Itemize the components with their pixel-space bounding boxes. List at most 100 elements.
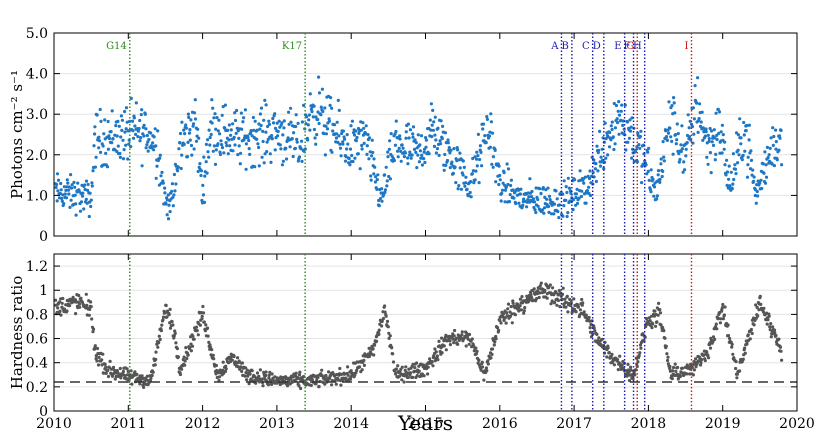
data-point [310, 110, 314, 114]
data-point [95, 359, 99, 363]
data-point [341, 142, 345, 146]
data-point [772, 164, 777, 168]
data-point [341, 140, 345, 144]
data-point [270, 134, 274, 138]
data-point [498, 173, 502, 178]
data-point [616, 368, 620, 372]
data-point [201, 183, 205, 187]
data-point [428, 357, 432, 361]
data-point [694, 365, 698, 369]
data-point [557, 288, 561, 293]
data-point [84, 197, 88, 201]
data-point [54, 185, 58, 190]
data-point [545, 197, 549, 201]
data-point [62, 185, 66, 189]
data-point [717, 131, 721, 135]
data-point [339, 154, 343, 158]
data-point [510, 321, 514, 325]
data-point [77, 293, 81, 298]
data-point [266, 124, 270, 129]
data-point [745, 342, 749, 346]
data-point [216, 142, 220, 146]
data-point [208, 343, 212, 347]
data-point [74, 202, 78, 206]
data-point [679, 149, 683, 154]
data-point [308, 92, 312, 96]
hardness-y-axis-label: Hardness ratio [8, 276, 26, 389]
data-point [408, 371, 413, 375]
data-point [56, 178, 61, 182]
data-point [387, 174, 391, 179]
data-point [709, 171, 713, 175]
y-tick-label: 0.6 [26, 332, 48, 348]
data-point [315, 133, 319, 137]
data-point [731, 352, 735, 356]
data-point [629, 365, 633, 369]
data-point [172, 334, 176, 338]
data-point [178, 141, 182, 145]
data-point [774, 140, 778, 144]
data-point [412, 147, 417, 151]
y-tick-label: 1 [39, 283, 48, 299]
data-point [95, 113, 99, 117]
data-point [668, 364, 672, 369]
data-point [708, 151, 713, 155]
data-point [265, 140, 269, 144]
data-point [554, 291, 558, 295]
data-point [779, 349, 783, 353]
data-point [92, 144, 96, 148]
data-point [474, 169, 478, 173]
data-point [430, 135, 434, 139]
data-point [121, 369, 125, 374]
data-point [91, 327, 96, 331]
data-point [240, 127, 244, 131]
data-point [279, 375, 283, 379]
data-point [70, 183, 74, 187]
data-point [454, 336, 458, 340]
data-point [485, 115, 489, 119]
data-point [435, 354, 439, 358]
data-point [86, 188, 90, 192]
data-point [695, 101, 699, 105]
event-lines: G14 K17 A B C D E FGH I [106, 33, 693, 411]
data-point [665, 138, 670, 142]
data-point [260, 377, 264, 381]
data-point [712, 128, 716, 132]
data-point [312, 104, 316, 108]
data-point [534, 210, 538, 215]
data-point [281, 133, 285, 137]
data-point [68, 304, 72, 308]
data-point [273, 126, 278, 130]
data-point [166, 193, 170, 197]
data-point [79, 296, 83, 300]
data-point [378, 197, 383, 201]
data-point [725, 170, 730, 174]
data-point [728, 184, 732, 188]
y-tick-label: 5.0 [26, 26, 48, 42]
data-point [699, 361, 703, 365]
x-tick-label: 2010 [36, 416, 72, 432]
event-label-c: C [582, 41, 590, 52]
data-point [297, 373, 302, 377]
data-point [514, 201, 518, 206]
data-point [89, 198, 93, 202]
data-point [452, 147, 456, 151]
data-point [313, 136, 317, 140]
data-point [170, 320, 174, 324]
data-point [188, 128, 192, 132]
data-point [558, 305, 562, 309]
data-point [679, 143, 683, 147]
data-point [422, 157, 426, 161]
data-point [178, 372, 182, 377]
data-point [59, 313, 63, 317]
flux-data-points [53, 75, 784, 221]
data-point [400, 143, 404, 147]
data-point [767, 153, 771, 157]
data-point [338, 366, 342, 371]
data-point [489, 356, 493, 360]
data-point [400, 378, 404, 382]
data-point [191, 122, 196, 126]
data-point [189, 349, 193, 353]
data-point [508, 193, 512, 197]
data-point [493, 148, 497, 152]
